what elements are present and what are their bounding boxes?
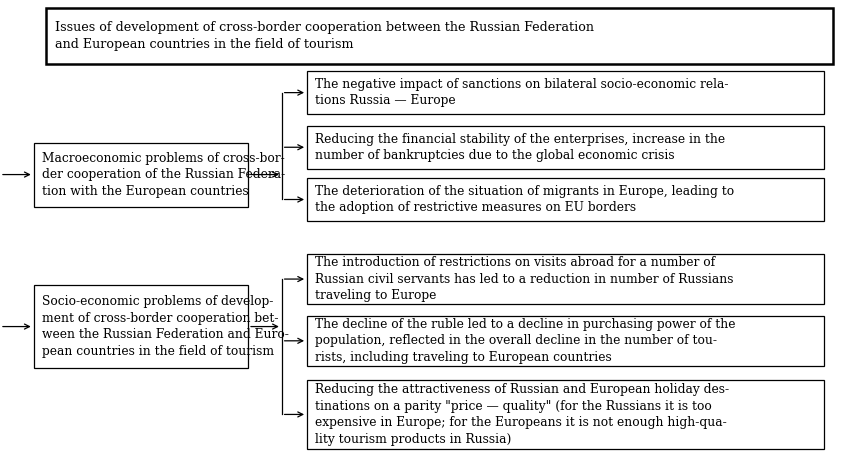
Text: Reducing the financial stability of the enterprises, increase in the
number of b: Reducing the financial stability of the … (315, 133, 726, 162)
FancyBboxPatch shape (307, 380, 824, 449)
Text: The negative impact of sanctions on bilateral socio-economic rela-
tions Russia : The negative impact of sanctions on bila… (315, 78, 729, 107)
Text: The introduction of restrictions on visits abroad for a number of
Russian civil : The introduction of restrictions on visi… (315, 256, 734, 302)
Text: The decline of the ruble led to a decline in purchasing power of the
population,: The decline of the ruble led to a declin… (315, 318, 736, 364)
FancyBboxPatch shape (307, 316, 824, 366)
FancyBboxPatch shape (307, 254, 824, 304)
FancyBboxPatch shape (46, 8, 833, 64)
Text: Socio-economic problems of develop-
ment of cross-border cooperation bet-
ween t: Socio-economic problems of develop- ment… (42, 295, 289, 358)
Text: Issues of development of cross-border cooperation between the Russian Federation: Issues of development of cross-border co… (55, 21, 594, 51)
FancyBboxPatch shape (307, 126, 824, 169)
FancyBboxPatch shape (307, 178, 824, 221)
FancyBboxPatch shape (34, 285, 248, 368)
Text: Reducing the attractiveness of Russian and European holiday des-
tinations on a : Reducing the attractiveness of Russian a… (315, 383, 729, 446)
Text: Macroeconomic problems of cross-bor-
der cooperation of the Russian Federa-
tion: Macroeconomic problems of cross-bor- der… (42, 152, 285, 198)
FancyBboxPatch shape (307, 71, 824, 114)
Text: The deterioration of the situation of migrants in Europe, leading to
the adoptio: The deterioration of the situation of mi… (315, 185, 734, 214)
FancyBboxPatch shape (34, 142, 248, 207)
